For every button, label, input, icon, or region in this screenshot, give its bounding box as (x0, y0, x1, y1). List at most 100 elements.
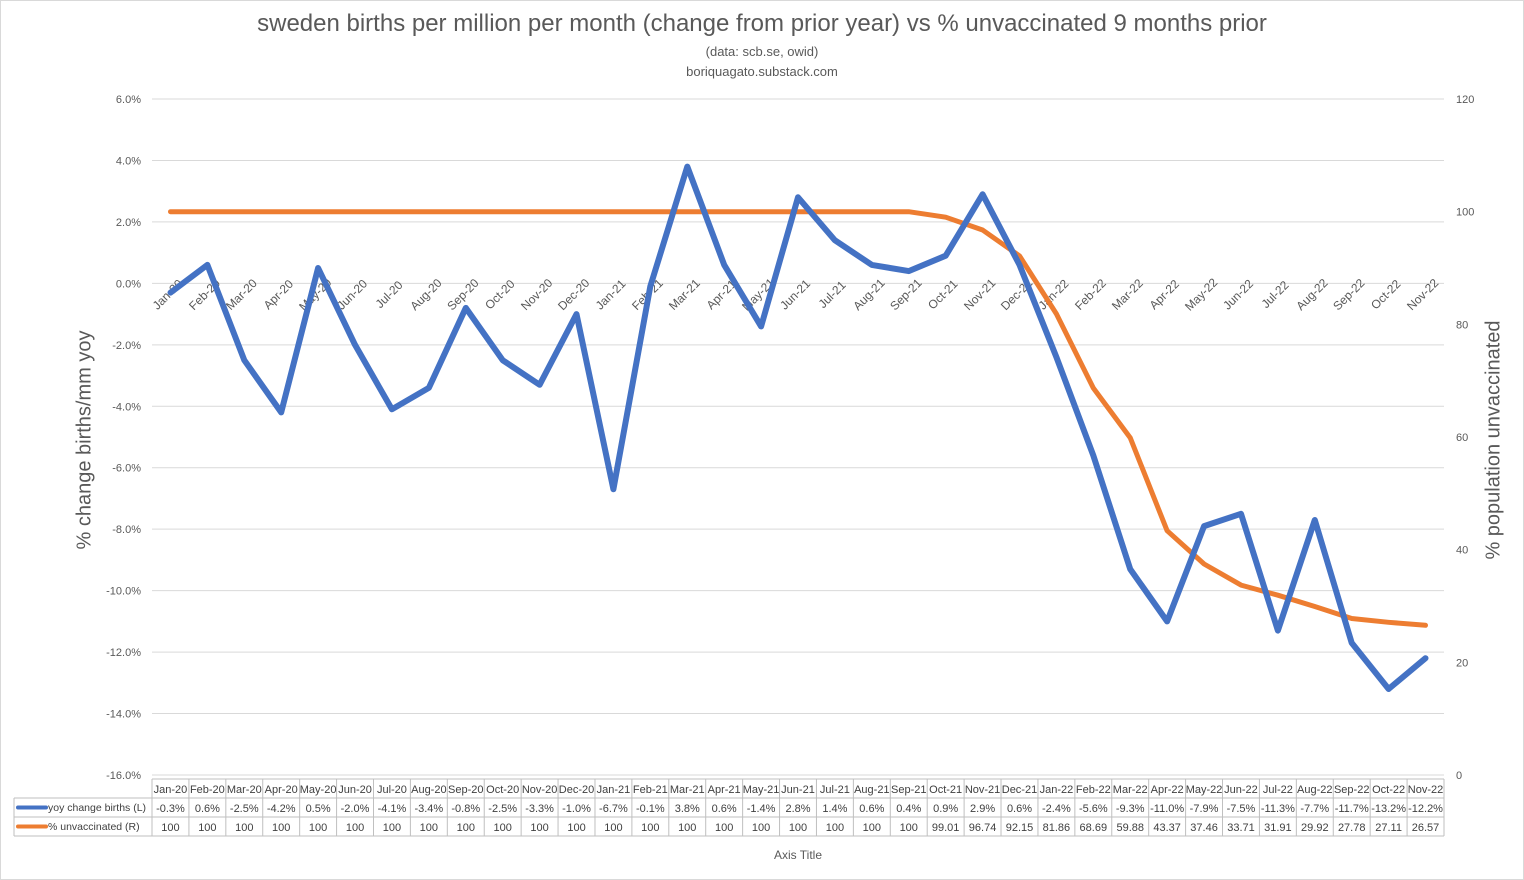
table-cell: 1.4% (822, 803, 847, 815)
table-header-cell: Dec-21 (1002, 784, 1037, 796)
point-unvaccinated (1425, 624, 1427, 626)
y-left-tick-label: 0.0% (116, 278, 141, 290)
table-cell: -13.2% (1371, 803, 1406, 815)
x-category-label: Jul-22 (1259, 278, 1292, 311)
y-right-tick-label: 100 (1456, 207, 1474, 219)
x-category-label: Jun-22 (1220, 276, 1256, 312)
table-cell: 100 (494, 822, 512, 834)
y-left-tick-label: -2.0% (112, 340, 141, 352)
x-category-label: Apr-22 (1147, 277, 1183, 313)
table-header-cell: Jan-22 (1040, 784, 1074, 796)
point-unvaccinated (465, 211, 467, 213)
point-births (243, 359, 245, 361)
point-unvaccinated (1129, 437, 1131, 439)
table-header-cell: Apr-20 (265, 784, 298, 796)
table-header-cell: Nov-22 (1408, 784, 1443, 796)
point-births (797, 196, 799, 198)
point-births (576, 313, 578, 315)
table-cell: 100 (715, 822, 733, 834)
point-unvaccinated (206, 211, 208, 213)
point-unvaccinated (945, 216, 947, 218)
table-header-cell: Aug-21 (854, 784, 889, 796)
table-header-cell: Sep-22 (1334, 784, 1369, 796)
y-left-tick-label: -6.0% (112, 463, 141, 475)
y-right-tick-label: 80 (1456, 319, 1468, 331)
point-unvaccinated (834, 211, 836, 213)
point-births (391, 408, 393, 410)
x-axis-title: Axis Title (773, 848, 822, 862)
point-births (1425, 657, 1427, 659)
point-births (465, 307, 467, 309)
point-births (502, 359, 504, 361)
point-unvaccinated (871, 211, 873, 213)
table-cell: 27.78 (1338, 822, 1366, 834)
point-births (908, 270, 910, 272)
table-header-cell: Nov-20 (522, 784, 557, 796)
table-header-cell: Jun-22 (1224, 784, 1258, 796)
table-header-cell: Mar-22 (1113, 784, 1148, 796)
point-births (1240, 513, 1242, 515)
y-left-tick-label: -12.0% (106, 647, 141, 659)
point-unvaccinated (1055, 313, 1057, 315)
table-cell: 81.86 (1043, 822, 1071, 834)
table-header-cell: Apr-21 (708, 784, 741, 796)
table-cell: 31.91 (1264, 822, 1292, 834)
table-header-cell: Feb-22 (1076, 784, 1111, 796)
table-cell: 59.88 (1116, 822, 1144, 834)
x-category-label: Oct-22 (1368, 277, 1404, 313)
x-category-label: Mar-22 (1109, 276, 1146, 313)
table-cell: 100 (863, 822, 881, 834)
y-left-tick-label: 6.0% (116, 94, 141, 106)
table-cell: -5.6% (1079, 803, 1108, 815)
table-cell: 2.8% (785, 803, 810, 815)
table-cell: -0.3% (156, 803, 185, 815)
point-births (1055, 356, 1057, 358)
y-right-tick-label: 20 (1456, 657, 1468, 669)
table-cell: 100 (641, 822, 659, 834)
table-cell: -3.4% (414, 803, 443, 815)
x-category-label: Nov-21 (961, 276, 998, 313)
table-cell: -2.5% (230, 803, 259, 815)
legend-label: % unvaccinated (R) (48, 821, 140, 833)
point-births (428, 387, 430, 389)
point-births (539, 384, 541, 386)
x-category-label: Feb-22 (1072, 276, 1109, 313)
table-cell: 0.4% (896, 803, 921, 815)
y-left-tick-label: -10.0% (106, 586, 141, 598)
table-cell: 100 (235, 822, 253, 834)
table-cell: 100 (604, 822, 622, 834)
table-cell: 3.8% (675, 803, 700, 815)
point-births (686, 166, 688, 168)
table-cell: 100 (900, 822, 918, 834)
table-header-cell: Jun-21 (781, 784, 815, 796)
point-births (871, 264, 873, 266)
table-cell: 0.6% (712, 803, 737, 815)
table-cell: 100 (383, 822, 401, 834)
table-cell: 100 (789, 822, 807, 834)
y-left-tick-label: 2.0% (116, 217, 141, 229)
y-left-tick-label: -4.0% (112, 401, 141, 413)
table-cell: 27.11 (1375, 822, 1402, 834)
table-cell: 100 (678, 822, 696, 834)
point-births (1314, 519, 1316, 521)
x-category-label: Jul-20 (373, 278, 406, 311)
table-cell: -7.9% (1190, 803, 1219, 815)
y-right-tick-label: 0 (1456, 770, 1462, 782)
table-cell: 0.5% (306, 803, 331, 815)
x-category-label: Jan-21 (593, 276, 629, 312)
table-cell: -2.5% (488, 803, 517, 815)
point-unvaccinated (908, 211, 910, 213)
table-header-cell: May-22 (1186, 784, 1223, 796)
x-category-label: Sep-22 (1330, 276, 1367, 313)
x-category-label: Sep-21 (887, 276, 924, 313)
point-unvaccinated (982, 229, 984, 231)
table-header-cell: Jul-20 (377, 784, 407, 796)
table-cell: 0.6% (859, 803, 884, 815)
table-header-cell: May-21 (743, 784, 780, 796)
table-cell: -1.0% (562, 803, 591, 815)
point-unvaccinated (428, 211, 430, 213)
table-header-cell: Jan-20 (154, 784, 188, 796)
point-births (760, 325, 762, 327)
x-category-label: Aug-21 (850, 276, 887, 313)
table-cell: -2.0% (341, 803, 370, 815)
